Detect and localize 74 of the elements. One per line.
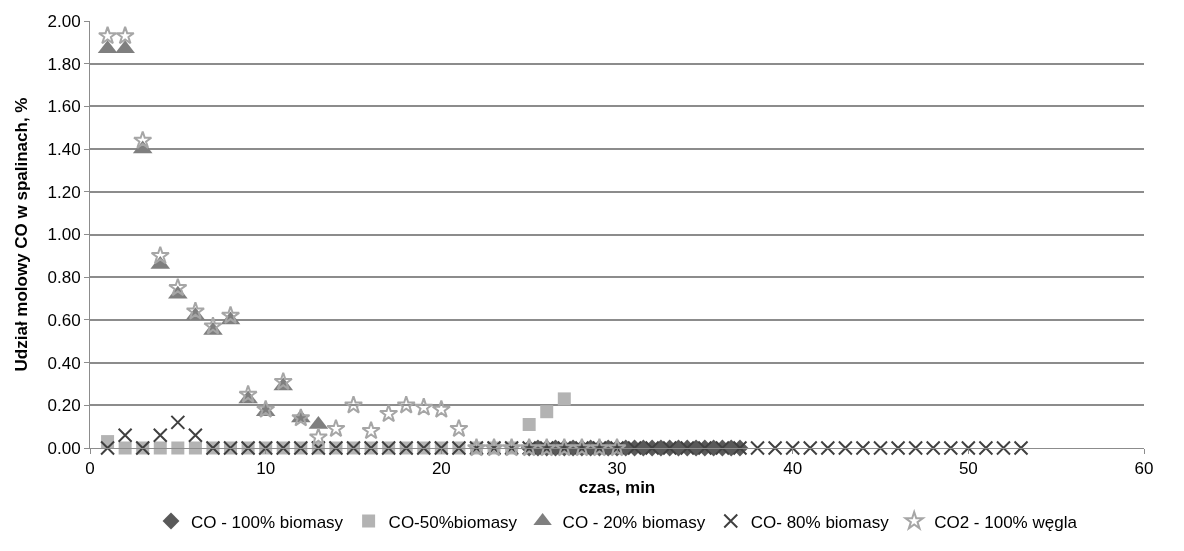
- point: [188, 441, 202, 455]
- y-tick-label: 1.20: [47, 182, 81, 202]
- legend-label: CO - 100% biomasy: [191, 512, 344, 532]
- legend-label: CO2 - 100% węgla: [934, 512, 1078, 532]
- point: [118, 441, 132, 455]
- y-tick-label: 2.00: [47, 11, 81, 31]
- point: [343, 395, 364, 414]
- point: [308, 427, 329, 446]
- legend-label: CO - 20% biomasy: [562, 512, 706, 532]
- x-tick-label: 0: [85, 459, 95, 479]
- point: [150, 245, 170, 265]
- point: [187, 427, 203, 443]
- point: [557, 392, 571, 406]
- x-tick-label: 30: [607, 459, 627, 479]
- y-tick-label: 1.40: [47, 140, 81, 160]
- y-axis-title: Udział molowy CO w spalinach, %: [12, 97, 32, 372]
- point: [890, 440, 906, 456]
- point: [168, 277, 188, 297]
- point: [273, 371, 293, 391]
- point: [431, 399, 451, 418]
- point: [220, 305, 241, 324]
- point: [820, 440, 836, 456]
- point: [925, 440, 941, 456]
- point: [943, 440, 959, 456]
- point: [873, 440, 888, 456]
- point: [100, 440, 116, 456]
- x-tick-label: 10: [256, 459, 276, 479]
- point: [908, 440, 924, 456]
- point: [256, 399, 276, 418]
- point: [785, 440, 801, 456]
- point: [767, 440, 783, 456]
- point: [238, 384, 258, 403]
- x-tick-label: 40: [783, 459, 803, 479]
- point: [171, 441, 185, 455]
- point: [396, 395, 416, 414]
- point: [378, 403, 399, 423]
- point: [960, 440, 976, 456]
- point: [117, 427, 133, 443]
- legend-label: CO-50%biomasy: [388, 512, 518, 532]
- point: [540, 405, 554, 419]
- point: [361, 420, 381, 440]
- x-tick-label: 60: [1134, 459, 1154, 479]
- y-tick-label: 0.40: [47, 353, 81, 373]
- point: [115, 25, 135, 45]
- point: [978, 440, 994, 456]
- y-tick-label: 1.00: [47, 225, 81, 245]
- point: [837, 440, 853, 456]
- point: [97, 25, 118, 45]
- point: [170, 414, 186, 430]
- x-axis-title: czas, min: [578, 478, 656, 498]
- y-tick-label: 1.60: [47, 97, 81, 117]
- point: [802, 440, 818, 456]
- point: [995, 440, 1011, 456]
- y-tick-label: 0.80: [47, 268, 81, 288]
- point: [185, 301, 206, 320]
- point: [750, 440, 766, 456]
- point: [326, 418, 346, 438]
- y-tick-label: 0.60: [47, 310, 81, 330]
- y-tick-label: 0.00: [47, 438, 81, 458]
- point: [414, 397, 434, 416]
- x-tick-label: 50: [958, 459, 978, 479]
- point: [133, 130, 153, 149]
- point: [522, 418, 536, 432]
- point: [449, 418, 469, 438]
- x-tick-label: 20: [431, 459, 451, 479]
- point: [855, 440, 871, 456]
- point: [152, 427, 168, 443]
- point: [1013, 440, 1029, 456]
- point: [153, 441, 167, 455]
- legend-label: CO- 80% biomasy: [750, 512, 890, 532]
- point: [203, 316, 223, 335]
- y-tick-label: 0.20: [47, 396, 81, 416]
- point: [291, 408, 311, 427]
- y-tick-label: 1.80: [47, 54, 81, 74]
